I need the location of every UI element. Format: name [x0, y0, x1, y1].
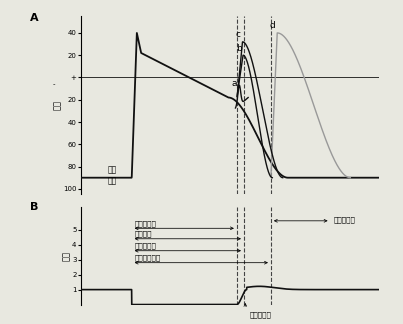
Text: d: d [270, 21, 275, 30]
Y-axis label: 毫安: 毫安 [62, 251, 71, 261]
Text: 相对不应期: 相对不应期 [249, 311, 272, 318]
Text: B: B [30, 202, 38, 213]
Text: 有效不应期: 有效不应期 [135, 243, 156, 249]
Text: 完全恢复时间: 完全恢复时间 [135, 255, 161, 261]
Text: 静息
电位: 静息 电位 [108, 166, 117, 185]
Text: A: A [30, 13, 39, 23]
Y-axis label: 毫伏: 毫伏 [52, 100, 62, 110]
Text: a: a [232, 79, 237, 88]
Text: b: b [236, 44, 241, 53]
Text: 全不应期: 全不应期 [135, 231, 152, 237]
Text: -: - [53, 81, 55, 87]
Text: 绝对不应期: 绝对不应期 [135, 220, 156, 227]
Text: c: c [235, 30, 241, 39]
Text: 超常兴奋期: 超常兴奋期 [333, 217, 355, 223]
